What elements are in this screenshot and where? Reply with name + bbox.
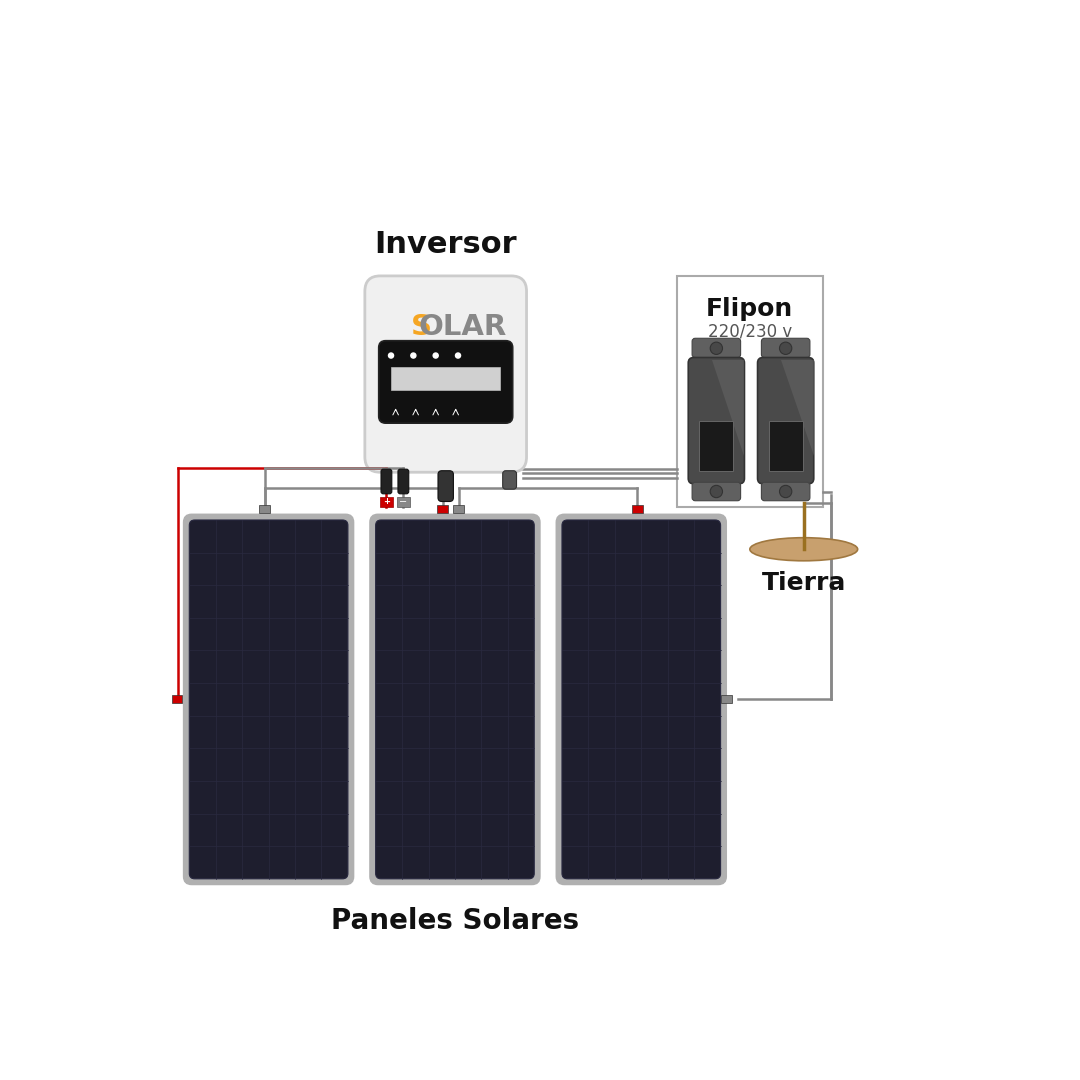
Bar xyxy=(172,694,183,703)
Circle shape xyxy=(711,485,723,498)
Circle shape xyxy=(780,342,792,354)
Bar xyxy=(721,694,732,703)
Text: 220/230 v: 220/230 v xyxy=(707,322,792,340)
Circle shape xyxy=(410,353,416,359)
FancyBboxPatch shape xyxy=(688,357,744,484)
Circle shape xyxy=(456,353,460,359)
Bar xyxy=(391,367,500,390)
FancyBboxPatch shape xyxy=(184,514,353,885)
FancyBboxPatch shape xyxy=(397,469,408,494)
FancyBboxPatch shape xyxy=(562,519,720,879)
Circle shape xyxy=(711,342,723,354)
Bar xyxy=(700,421,733,472)
Polygon shape xyxy=(781,360,813,456)
Bar xyxy=(769,421,802,472)
FancyBboxPatch shape xyxy=(502,471,516,489)
Ellipse shape xyxy=(750,538,858,561)
Bar xyxy=(397,497,409,507)
FancyBboxPatch shape xyxy=(379,340,513,423)
Bar xyxy=(677,275,823,507)
Text: Flipon: Flipon xyxy=(706,297,794,322)
Text: Paneles Solares: Paneles Solares xyxy=(330,907,579,935)
Circle shape xyxy=(433,353,438,359)
Text: +: + xyxy=(383,498,390,507)
FancyBboxPatch shape xyxy=(189,519,348,879)
Text: −: − xyxy=(400,497,407,507)
FancyBboxPatch shape xyxy=(365,275,527,472)
Bar xyxy=(632,504,643,513)
FancyBboxPatch shape xyxy=(761,338,810,357)
Circle shape xyxy=(389,353,393,359)
FancyBboxPatch shape xyxy=(376,519,535,879)
Bar xyxy=(380,497,392,507)
Bar xyxy=(454,504,464,513)
FancyBboxPatch shape xyxy=(438,471,454,501)
Text: Inversor: Inversor xyxy=(375,230,517,259)
Bar xyxy=(437,504,448,513)
Text: Tierra: Tierra xyxy=(761,571,846,595)
FancyBboxPatch shape xyxy=(556,514,726,885)
FancyBboxPatch shape xyxy=(381,469,392,494)
FancyBboxPatch shape xyxy=(757,357,813,484)
FancyBboxPatch shape xyxy=(761,483,810,501)
Circle shape xyxy=(780,485,792,498)
Text: S: S xyxy=(410,313,432,341)
FancyBboxPatch shape xyxy=(692,483,741,501)
FancyBboxPatch shape xyxy=(692,338,741,357)
FancyBboxPatch shape xyxy=(370,514,540,885)
Text: OLAR: OLAR xyxy=(419,313,507,341)
Polygon shape xyxy=(712,360,744,456)
Bar xyxy=(259,504,270,513)
